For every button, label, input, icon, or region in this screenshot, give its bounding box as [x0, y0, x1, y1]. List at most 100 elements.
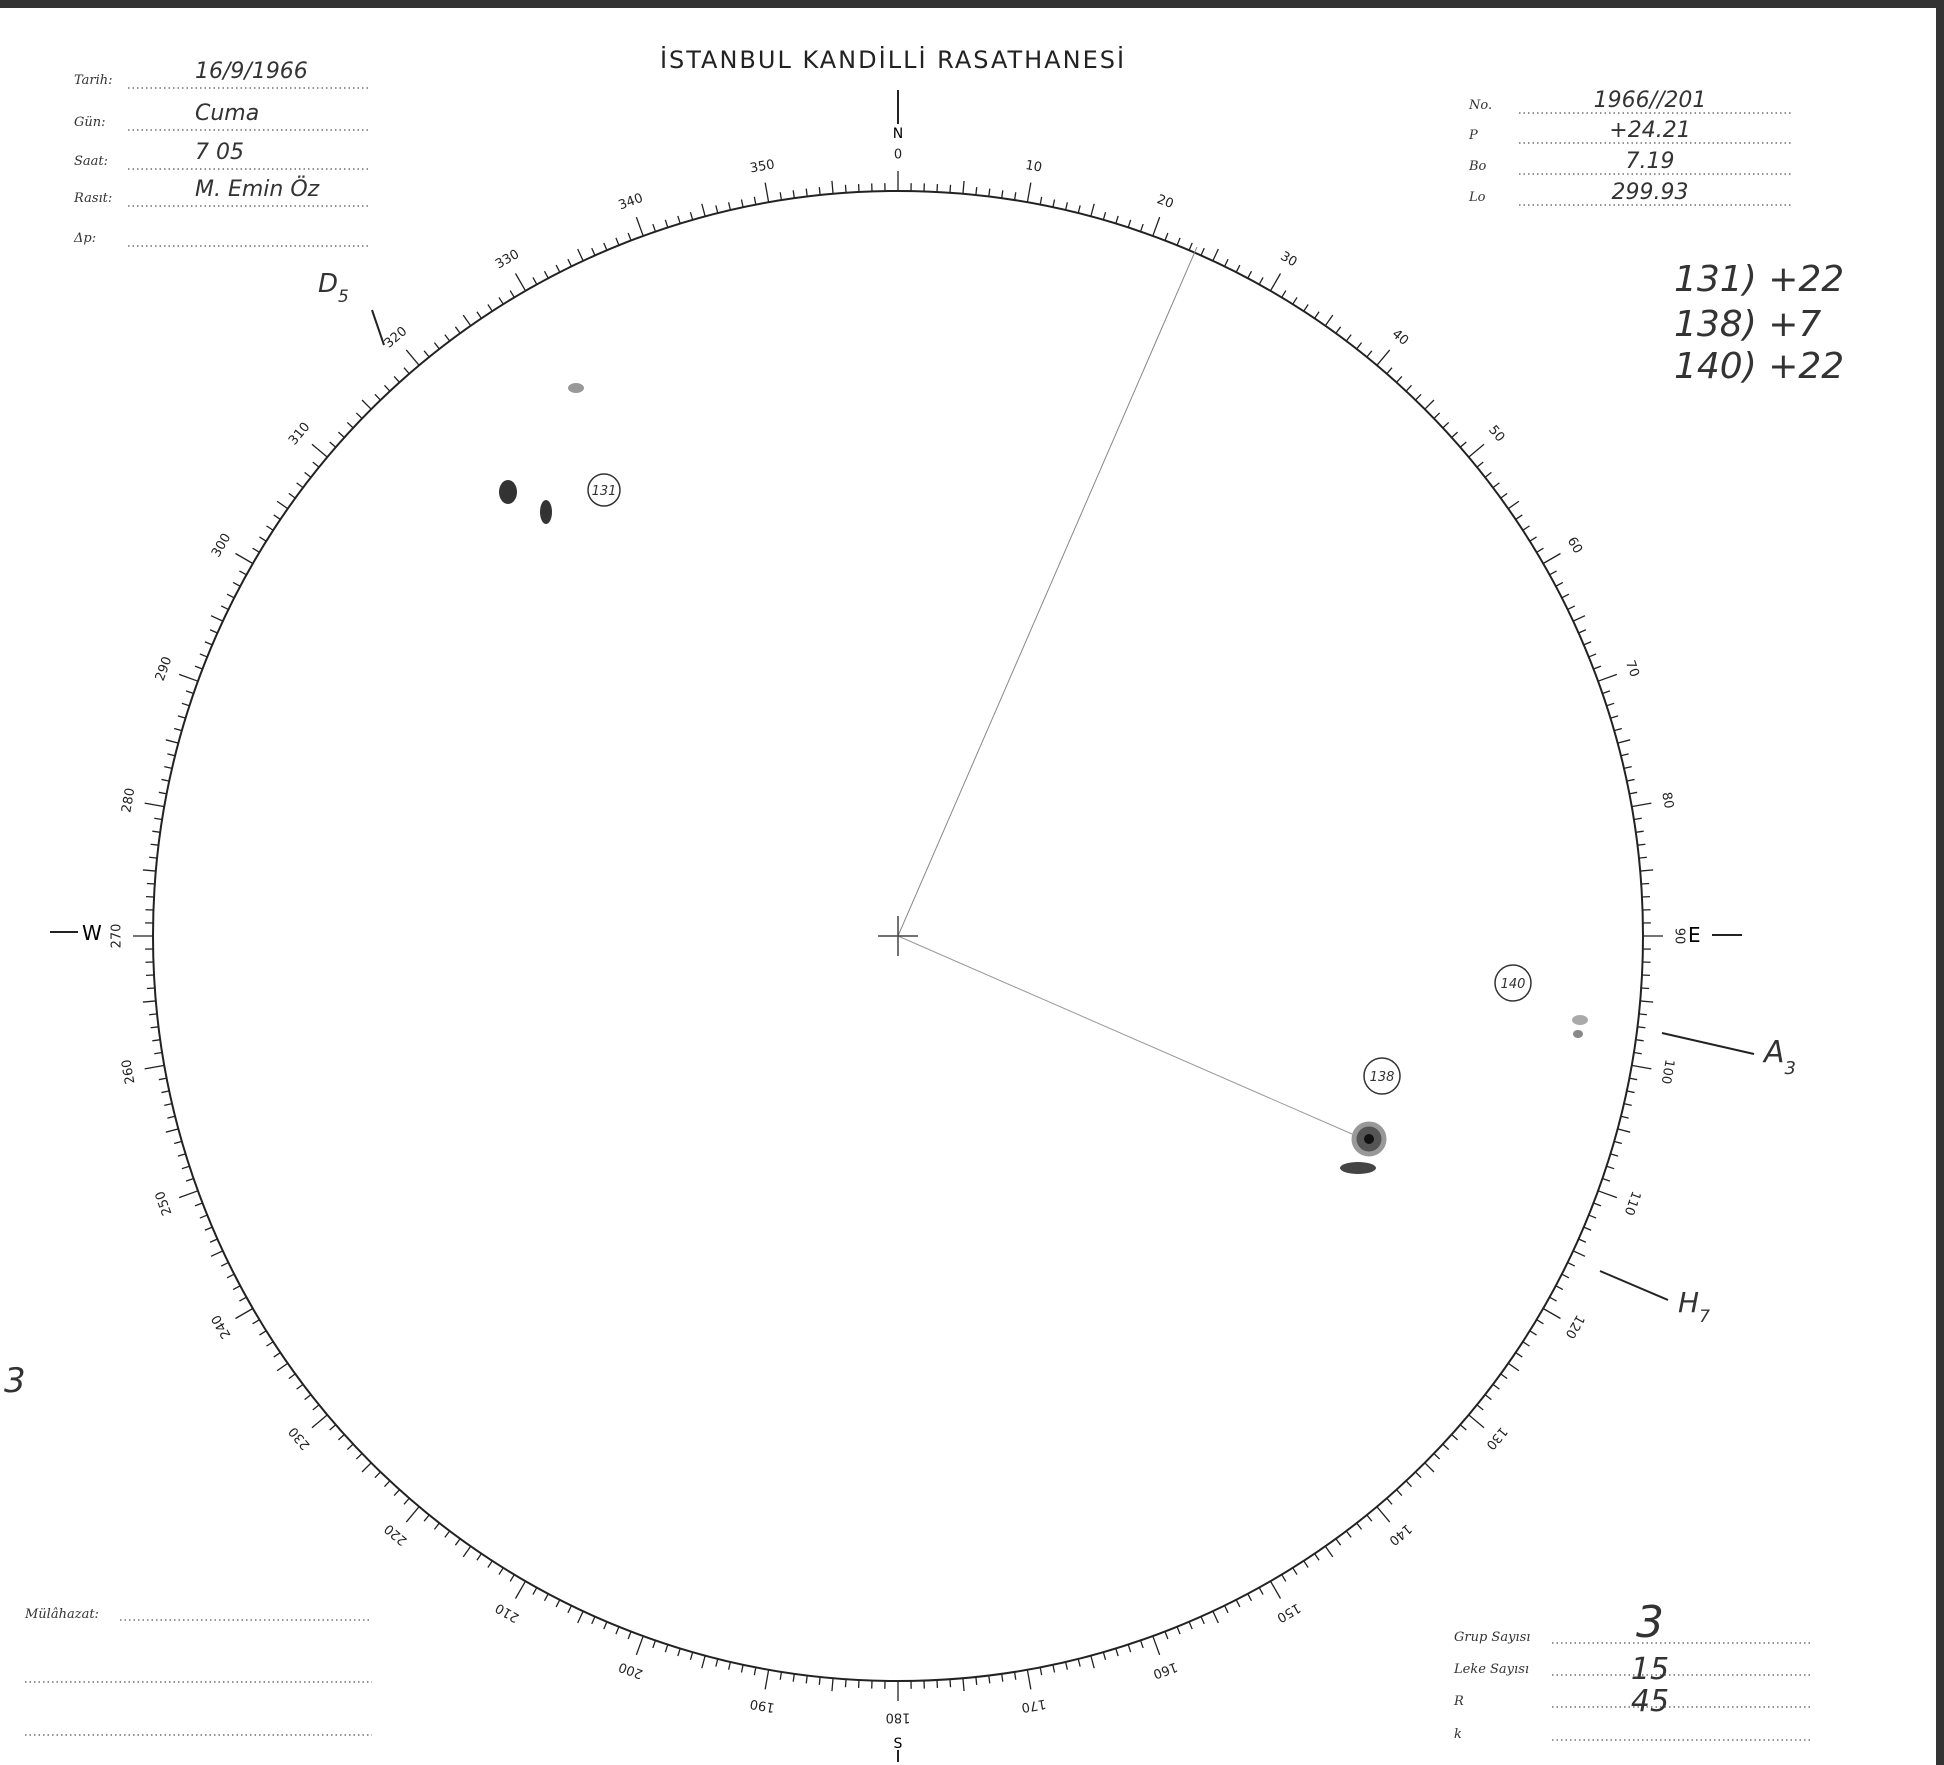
degree-tick	[1492, 482, 1500, 489]
degree-tick	[164, 1102, 173, 1107]
degree-tick	[1459, 1424, 1467, 1431]
cardinal-north: N	[893, 126, 903, 142]
degree-label: 280	[119, 787, 138, 814]
degree-tick	[1314, 1553, 1320, 1561]
degree-tick	[1522, 525, 1530, 531]
degree-tick	[1613, 1140, 1623, 1145]
degree-tick	[1200, 1616, 1205, 1625]
degree-label: 30	[1278, 249, 1300, 270]
degree-tick	[1164, 232, 1169, 241]
degree-tick	[204, 641, 213, 646]
degree-tick	[664, 219, 669, 228]
degree-tick	[1468, 1414, 1485, 1429]
field-value: 3	[1636, 1597, 1664, 1648]
degree-tick	[988, 1675, 991, 1684]
degree-tick	[210, 615, 224, 622]
degree-label: 170	[1020, 1696, 1047, 1715]
field-label: Grup Sayısı	[1454, 1630, 1530, 1645]
degree-tick	[235, 552, 254, 565]
group-label: 131	[592, 484, 617, 499]
degree-tick	[1235, 1599, 1241, 1608]
degree-tick	[259, 1330, 267, 1336]
degree-tick	[1102, 1651, 1107, 1661]
degree-tick	[1115, 1648, 1119, 1657]
degree-tick	[1001, 1673, 1004, 1682]
degree-tick	[1052, 199, 1056, 208]
degree-tick	[1127, 1644, 1132, 1653]
field-label: Bo	[1468, 159, 1487, 174]
degree-tick	[498, 1567, 504, 1575]
field-value: 7 05	[195, 140, 244, 165]
degree-tick	[1026, 1669, 1032, 1690]
marker-a: A3	[1762, 1035, 1796, 1079]
degree-tick	[1492, 1383, 1500, 1390]
degree-tick	[1292, 1567, 1298, 1575]
degree-tick	[514, 1580, 527, 1599]
degree-tick	[1640, 1000, 1654, 1003]
degree-label: 10	[1024, 158, 1043, 176]
degree-tick	[232, 581, 241, 587]
degree-tick	[146, 882, 155, 885]
degree-tick	[514, 273, 527, 292]
degree-tick	[1077, 1658, 1081, 1667]
degree-tick	[715, 1658, 719, 1667]
degree-tick	[1433, 1453, 1441, 1460]
sunspot	[1340, 1162, 1376, 1174]
degree-tick	[1212, 248, 1219, 262]
field-label: Leke Sayısı	[1453, 1662, 1529, 1677]
degree-tick	[1269, 273, 1282, 292]
group-circle	[1363, 1057, 1401, 1095]
degree-tick	[615, 237, 620, 246]
degree-tick	[740, 199, 744, 208]
degree-tick	[476, 311, 482, 319]
degree-tick	[567, 258, 572, 267]
degree-tick	[185, 1177, 194, 1182]
degree-label: 20	[1155, 192, 1176, 212]
marker-index: 5	[338, 287, 349, 307]
degree-tick	[1077, 205, 1081, 214]
degree-tick	[1152, 216, 1161, 237]
sunspot-umbra	[1364, 1134, 1374, 1144]
degree-tick	[532, 277, 538, 285]
degree-tick	[374, 393, 381, 401]
degree-tick	[1258, 1587, 1264, 1595]
degree-tick	[1578, 1238, 1587, 1243]
degree-tick	[1366, 350, 1373, 358]
degree-tick	[361, 399, 372, 410]
degree-tick	[252, 1319, 260, 1325]
degree-tick	[462, 1545, 472, 1558]
degree-tick	[543, 270, 549, 279]
degree-tick	[487, 1560, 493, 1568]
degree-tick	[150, 1026, 159, 1029]
degree-tick	[226, 593, 235, 599]
degree-tick	[1572, 615, 1586, 622]
degree-tick	[1484, 471, 1492, 478]
degree-tick	[288, 492, 296, 499]
degree-tick	[273, 1352, 281, 1358]
degree-tick	[312, 1404, 320, 1411]
field-value: Cuma	[195, 101, 259, 126]
degree-tick	[1638, 856, 1647, 859]
cardinal-south: S	[894, 1736, 903, 1752]
degree-tick	[1555, 581, 1564, 587]
degree-tick	[167, 1115, 176, 1119]
degree-tick	[1536, 1319, 1544, 1325]
degree-tick	[962, 1678, 965, 1692]
degree-tick	[161, 1090, 170, 1094]
degree-tick	[1451, 431, 1459, 438]
degree-tick	[1052, 1664, 1056, 1673]
degree-tick	[1606, 1165, 1615, 1170]
degree-tick	[1635, 830, 1644, 833]
field-value: 15	[1631, 1652, 1669, 1687]
degree-tick	[1335, 326, 1342, 334]
degree-tick	[329, 1424, 337, 1431]
degree-tick	[1345, 334, 1352, 342]
degree-tick	[567, 1605, 572, 1614]
degree-tick	[1102, 211, 1107, 221]
marker-letter: D	[318, 269, 338, 299]
degree-tick	[1522, 1341, 1530, 1347]
degree-tick	[1588, 1214, 1597, 1219]
degree-tick	[154, 1051, 163, 1055]
degree-tick	[962, 180, 965, 194]
degree-tick	[677, 1648, 681, 1657]
